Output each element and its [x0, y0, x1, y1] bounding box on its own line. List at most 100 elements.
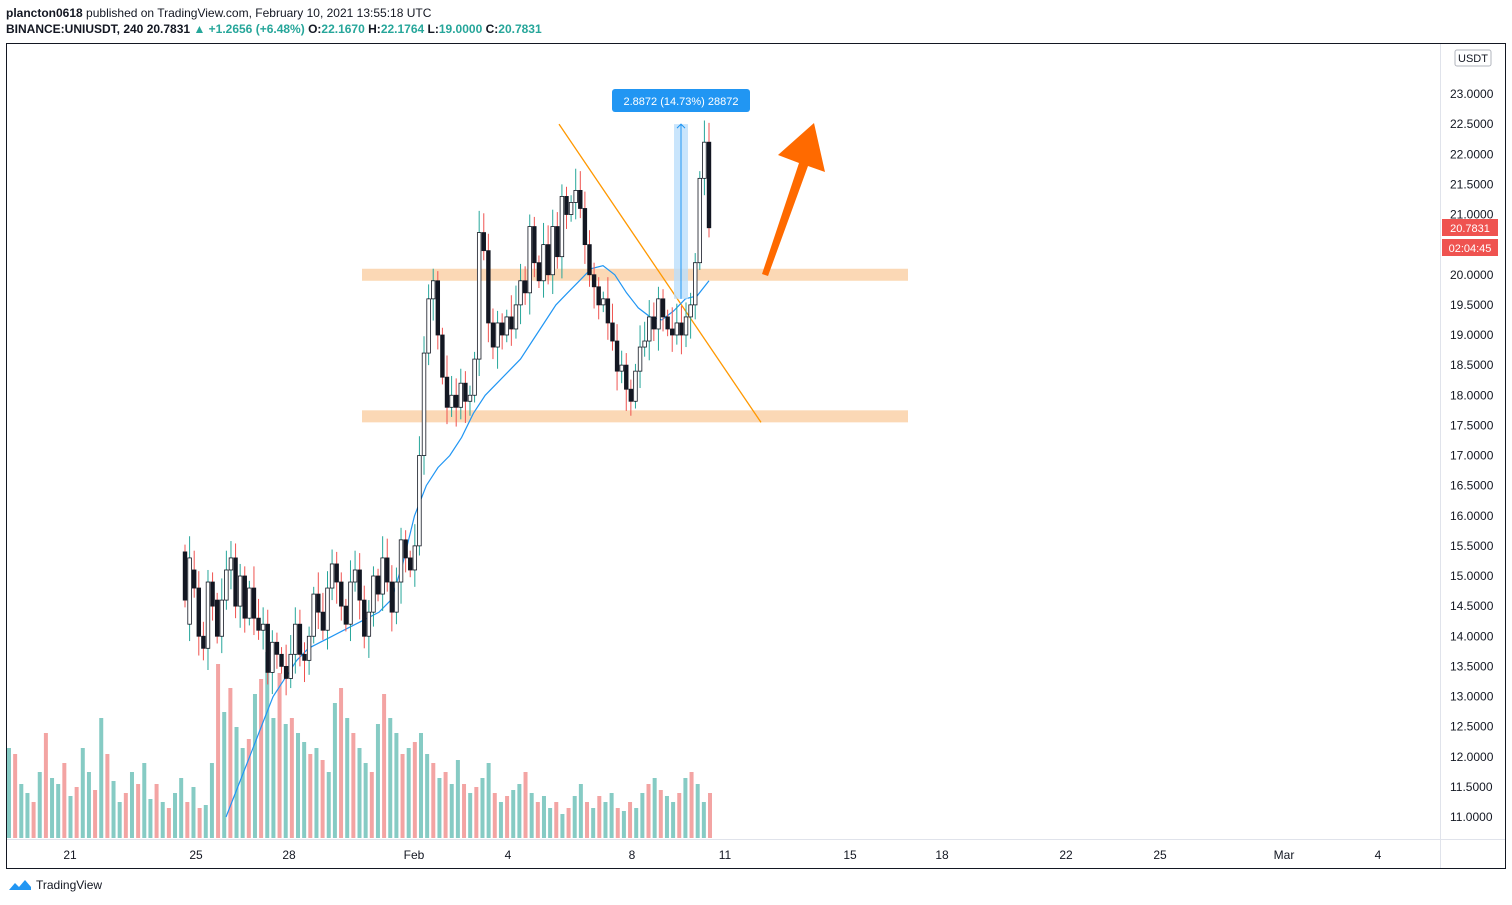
trendline[interactable]: [558, 123, 762, 423]
volume-bar: [701, 802, 706, 838]
candle-body: [545, 244, 551, 276]
candle-body: [233, 557, 238, 607]
candle-body: [628, 388, 634, 402]
volume-bar: [166, 808, 171, 838]
volume-bar: [277, 673, 282, 838]
candle-body: [339, 581, 344, 607]
volume-bar: [535, 802, 540, 838]
volume-bar: [50, 778, 55, 838]
volume-bar: [695, 784, 700, 838]
volume-bar: [689, 772, 694, 838]
candle-body: [559, 196, 565, 258]
x-tick-label: 25: [1153, 848, 1167, 862]
volume-bar: [62, 763, 67, 838]
author-name[interactable]: plancton0618: [6, 6, 83, 20]
y-tick-label: 13.5000: [1450, 659, 1494, 673]
candle-body: [191, 569, 197, 589]
candle-body: [518, 280, 523, 306]
candle-body: [693, 262, 698, 306]
volume-bar: [425, 754, 430, 838]
x-tick-label: 4: [505, 848, 512, 862]
candle-body: [306, 635, 312, 661]
volume-bar: [339, 688, 344, 838]
y-tick-label: 16.5000: [1450, 479, 1494, 493]
measure-label-box: [612, 89, 750, 112]
volume-bar: [13, 754, 18, 838]
volume-bar: [197, 808, 202, 838]
volume-bar: [173, 793, 178, 838]
volume-bar: [99, 718, 104, 838]
candle-body: [683, 316, 689, 336]
candle-body: [389, 581, 395, 613]
candle-body: [228, 557, 234, 571]
volume-bar: [56, 784, 61, 838]
candle-body: [403, 539, 408, 559]
candle-body: [467, 394, 473, 402]
candle-body: [398, 539, 404, 583]
candle-body: [352, 569, 358, 583]
candle-body: [555, 226, 560, 258]
candle-body: [463, 382, 468, 402]
measure-tool[interactable]: 2.8872 (14.73%) 28872: [612, 89, 750, 299]
candle-body: [550, 226, 555, 276]
published-text: published on TradingView.com, February 1…: [86, 6, 432, 20]
volume-bar: [74, 787, 79, 838]
volume-bar: [31, 802, 36, 838]
candle-body: [679, 322, 684, 336]
volume-bar: [683, 778, 688, 838]
candle-body: [637, 346, 643, 372]
x-tick-label: 28: [282, 848, 296, 862]
close-value: 20.7831: [498, 22, 542, 36]
volume-bar: [357, 748, 362, 838]
high-label: H:: [368, 22, 381, 36]
volume-bar: [375, 724, 380, 838]
price-axis[interactable]: 11.0000 11.5000 12.0000 12.5000 13.0000 13.50…: [1450, 87, 1494, 824]
volume-bar: [554, 802, 559, 838]
tradingview-logo-icon: [9, 880, 31, 890]
measure-arrowhead: [676, 123, 686, 129]
time-axis[interactable]: 21 25 28 Feb 4 8 11 15 18 22 25 Mar 4: [63, 848, 1381, 862]
candle-body: [343, 605, 349, 625]
candle-body: [265, 623, 270, 673]
candle-body: [527, 226, 532, 294]
up-arrow-icon[interactable]: [762, 123, 825, 276]
y-tick-label: 14.0000: [1450, 629, 1494, 643]
candle-body: [578, 189, 583, 209]
currency-badge[interactable]: USDT: [1454, 49, 1492, 67]
close-label: C:: [485, 22, 499, 36]
footer-brand-label: TradingView: [36, 878, 103, 892]
volume-bar: [314, 748, 319, 838]
x-tick-label: Mar: [1274, 848, 1295, 862]
candle-body: [182, 551, 188, 601]
y-tick-label: 15.0000: [1450, 569, 1494, 583]
candle-body: [293, 623, 298, 655]
volume-bar: [529, 793, 534, 838]
volume-bar: [585, 802, 590, 838]
volume-bar: [566, 808, 571, 838]
y-tick-label: 14.5000: [1450, 599, 1494, 613]
volume-bar: [93, 790, 98, 838]
candle-body: [591, 274, 597, 288]
candle-body: [582, 208, 588, 246]
candle-body: [688, 304, 693, 318]
footer-brand[interactable]: TradingView: [8, 878, 102, 892]
candle-body: [472, 358, 477, 396]
candle-body: [260, 623, 266, 631]
volume-bar: [25, 793, 30, 838]
candle-body: [417, 455, 422, 547]
volume-bar: [271, 718, 276, 838]
candle-body: [288, 653, 293, 679]
candle-body: [486, 250, 491, 324]
candle-body: [196, 587, 201, 637]
candle-body: [325, 587, 330, 631]
candle-body: [431, 280, 436, 300]
candle-body: [706, 141, 712, 229]
candle-body: [670, 328, 675, 336]
symbol-label[interactable]: BINANCE:UNIUSDT, 240: [6, 22, 144, 36]
volume-bar: [708, 793, 712, 838]
volume-bar: [234, 727, 239, 838]
volume-bar: [431, 763, 436, 838]
y-tick-label: 21.0000: [1450, 208, 1494, 222]
candle-body: [481, 232, 486, 252]
